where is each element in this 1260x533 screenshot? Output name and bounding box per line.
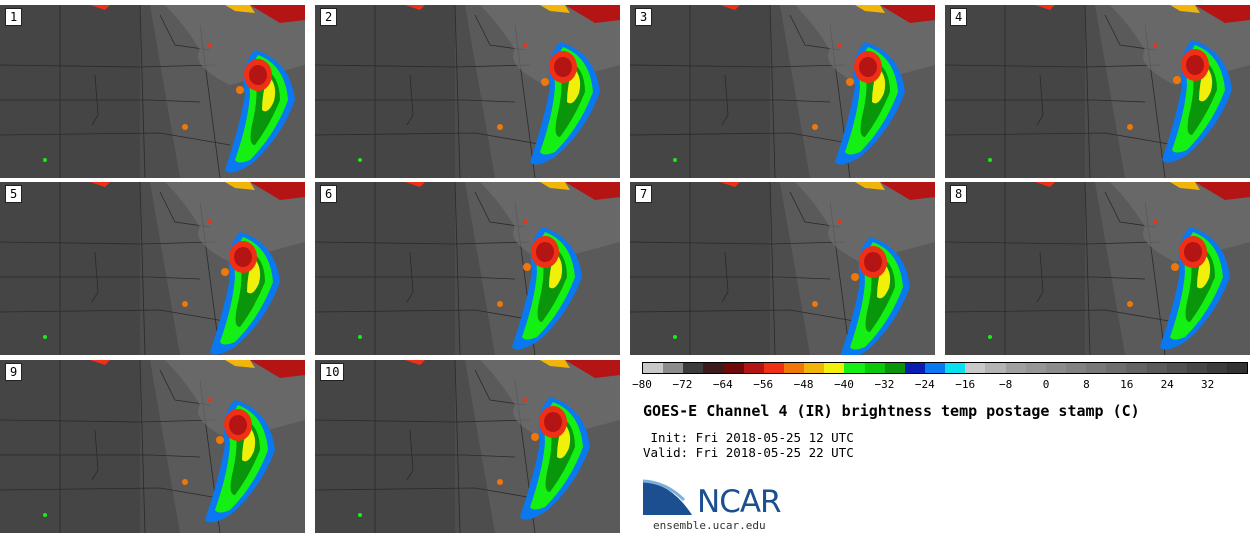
colorbar-tick-label: 32 [1200,378,1215,391]
colorbar-swatch [643,363,664,373]
panel-number: 7 [635,185,653,203]
colorbar-swatch [1005,363,1026,373]
ir-panel: 5 [0,182,305,355]
colorbar-swatch [965,363,986,373]
colorbar-swatch [1126,363,1147,373]
colorbar-swatch [884,363,905,373]
colorbar-tick-label: 24 [1160,378,1174,391]
colorbar-tick-label: 16 [1120,378,1134,391]
colorbar-swatch [945,363,966,373]
colorbar-swatch [683,363,704,373]
colorbar-swatch [763,363,784,373]
satellite-map [945,5,1250,178]
colorbar-swatch [904,363,925,373]
satellite-map [630,5,935,178]
colorbar-tick-label: −80 [632,378,652,391]
ir-panel: 1 [0,5,305,178]
colorbar-swatch [1065,363,1087,373]
satellite-map [945,182,1250,355]
ir-panel: 3 [630,5,935,178]
ir-panel: 4 [945,5,1250,178]
valid-time: Valid: Fri 2018-05-25 22 UTC [643,445,854,460]
init-time: Init: Fri 2018-05-25 12 UTC [643,430,854,445]
colorbar-tick-label: −24 [914,378,935,391]
panel-number: 5 [5,185,23,203]
colorbar-swatch [1206,363,1228,373]
colorbar-tick-label: −64 [712,378,733,391]
colorbar-swatch [824,363,845,373]
colorbar-swatch [1186,363,1207,373]
satellite-map [315,5,620,178]
colorbar-tick-label: −40 [834,378,854,391]
colorbar-tick-label: −56 [753,378,774,391]
panel-number: 6 [320,185,338,203]
satellite-map [0,360,305,533]
colorbar-swatch [1166,363,1187,373]
satellite-map [315,360,620,533]
site-url: ensemble.ucar.edu [653,519,766,532]
colorbar-swatch [985,363,1006,373]
panel-number: 8 [950,185,968,203]
panel-number: 10 [320,363,345,381]
colorbar-tick-label: −72 [672,378,693,391]
colorbar-swatch [1146,363,1167,373]
colorbar-tick-label: −16 [955,378,976,391]
colorbar [642,362,1248,374]
panel-number: 4 [950,8,968,26]
colorbar-swatch [1106,363,1127,373]
colorbar-tick-label: −32 [874,378,895,391]
figure-title: GOES-E Channel 4 (IR) brightness temp po… [643,402,1140,420]
ncar-logo-icon [642,479,692,515]
colorbar-swatch [1227,363,1248,373]
ir-panel: 2 [315,5,620,178]
colorbar-ticks: −80 −72 −64 −56 −48 −40 −32 −24 −16 −8 0 8 16 24 32 [632,378,1248,394]
colorbar-swatch [1045,363,1066,373]
colorbar-swatch [743,363,764,373]
colorbar-swatch [1086,363,1107,373]
colorbar-swatch [804,363,825,373]
satellite-map [0,182,305,355]
colorbar-swatch [1025,363,1046,373]
colorbar-tick-label: −48 [793,378,814,391]
colorbar-swatch [844,363,865,373]
colorbar-tick-label: −8 [998,378,1013,391]
panel-number: 9 [5,363,23,381]
colorbar-swatch [703,363,724,373]
satellite-map [315,182,620,355]
satellite-map [0,5,305,178]
ir-panel: 6 [315,182,620,355]
satellite-map [630,182,935,355]
colorbar-swatch [924,363,946,373]
colorbar-tick-label: 0 [1042,378,1050,391]
panel-number: 3 [635,8,653,26]
panel-number: 1 [5,8,23,26]
colorbar-swatch [864,363,885,373]
colorbar-swatch [663,363,684,373]
ir-panel: 9 [0,360,305,533]
ir-panel: 8 [945,182,1250,355]
ir-panel: 10 [315,360,620,533]
ncar-logo-text: NCAR [697,484,782,520]
colorbar-swatch [783,363,805,373]
panel-number: 2 [320,8,338,26]
ir-panel: 7 [630,182,935,355]
colorbar-tick-label: 8 [1083,378,1090,391]
colorbar-swatch [723,363,744,373]
